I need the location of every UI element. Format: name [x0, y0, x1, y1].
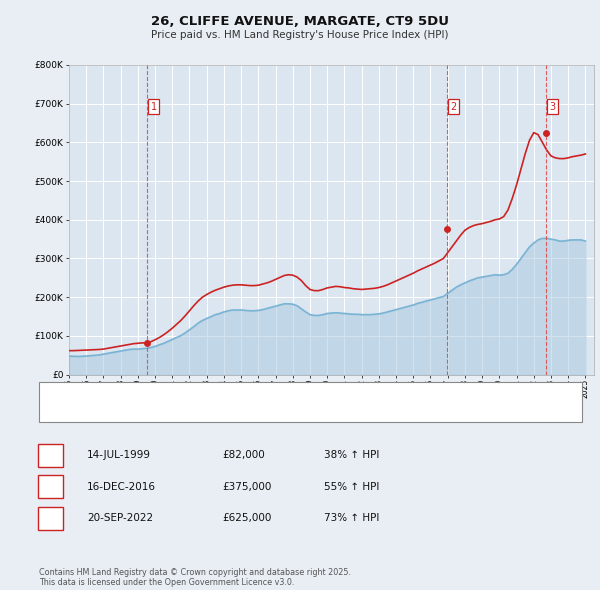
Text: £82,000: £82,000	[222, 451, 265, 460]
Text: 2: 2	[451, 101, 457, 112]
Text: 26, CLIFFE AVENUE, MARGATE, CT9 5DU: 26, CLIFFE AVENUE, MARGATE, CT9 5DU	[151, 15, 449, 28]
Text: 1: 1	[47, 451, 54, 460]
Text: ——: ——	[46, 408, 66, 418]
Text: 1: 1	[151, 101, 157, 112]
Text: 2: 2	[47, 482, 54, 491]
Text: 55% ↑ HPI: 55% ↑ HPI	[324, 482, 379, 491]
Text: 16-DEC-2016: 16-DEC-2016	[87, 482, 156, 491]
Text: 20-SEP-2022: 20-SEP-2022	[87, 513, 153, 523]
Text: £625,000: £625,000	[222, 513, 271, 523]
Text: 26, CLIFFE AVENUE, MARGATE, CT9 5DU (semi-detached house): 26, CLIFFE AVENUE, MARGATE, CT9 5DU (sem…	[72, 388, 375, 398]
Text: HPI: Average price, semi-detached house, Thanet: HPI: Average price, semi-detached house,…	[72, 408, 307, 418]
Text: 3: 3	[550, 101, 556, 112]
Text: Price paid vs. HM Land Registry's House Price Index (HPI): Price paid vs. HM Land Registry's House …	[151, 30, 449, 40]
Text: £375,000: £375,000	[222, 482, 271, 491]
Text: 14-JUL-1999: 14-JUL-1999	[87, 451, 151, 460]
Text: 73% ↑ HPI: 73% ↑ HPI	[324, 513, 379, 523]
Text: 38% ↑ HPI: 38% ↑ HPI	[324, 451, 379, 460]
Text: 3: 3	[47, 513, 54, 523]
Text: ——: ——	[46, 388, 66, 398]
Text: Contains HM Land Registry data © Crown copyright and database right 2025.
This d: Contains HM Land Registry data © Crown c…	[39, 568, 351, 587]
